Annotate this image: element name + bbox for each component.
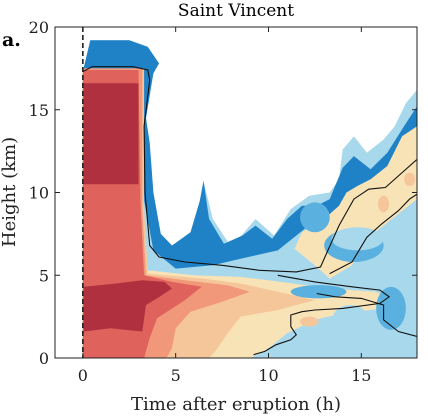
inner-plume-contour xyxy=(253,274,391,356)
y-axis-ticks: 0 5 10 15 20 xyxy=(29,18,417,368)
heatmap-blobs xyxy=(290,172,416,330)
x-axis-label: Time after eruption (h) xyxy=(131,394,341,415)
dark-red-lower-region xyxy=(83,280,172,332)
y-tick-label: 5 xyxy=(39,266,49,285)
heatmap-blob-5 xyxy=(333,305,367,329)
plot-area xyxy=(55,27,417,358)
heatmap-blob-4 xyxy=(300,202,330,233)
heatmap-blob-2 xyxy=(376,286,406,330)
cream-upper-contour xyxy=(329,193,417,275)
outer-contour xyxy=(82,66,417,273)
heatmap-blob-8 xyxy=(404,172,416,186)
dark-red-upper-region xyxy=(83,83,139,185)
x-axis-ticks: 0 5 10 15 xyxy=(78,27,371,385)
y-tick-label: 20 xyxy=(29,18,49,37)
heatmap-blob-6 xyxy=(300,316,319,327)
x-tick-label: 0 xyxy=(78,366,88,385)
y-tick-label: 10 xyxy=(29,184,49,203)
chart-title: Saint Vincent xyxy=(178,1,294,21)
x-tick-label: 15 xyxy=(351,366,371,385)
contour-lines xyxy=(82,66,417,356)
y-axis-label: Height (km) xyxy=(0,137,20,247)
heatmap-blob-7 xyxy=(378,195,390,213)
x-tick-label: 10 xyxy=(258,366,278,385)
y-tick-label: 0 xyxy=(39,349,49,368)
x-tick-label: 5 xyxy=(171,366,181,385)
y-tick-label: 15 xyxy=(29,101,49,120)
cream-upper-region xyxy=(294,126,417,279)
heatmap-blob-1 xyxy=(331,227,384,251)
right-contour xyxy=(316,292,417,338)
heatmap-regions xyxy=(82,40,417,358)
heatmap-blob-3 xyxy=(290,285,347,299)
panel-label: a. xyxy=(2,29,21,51)
